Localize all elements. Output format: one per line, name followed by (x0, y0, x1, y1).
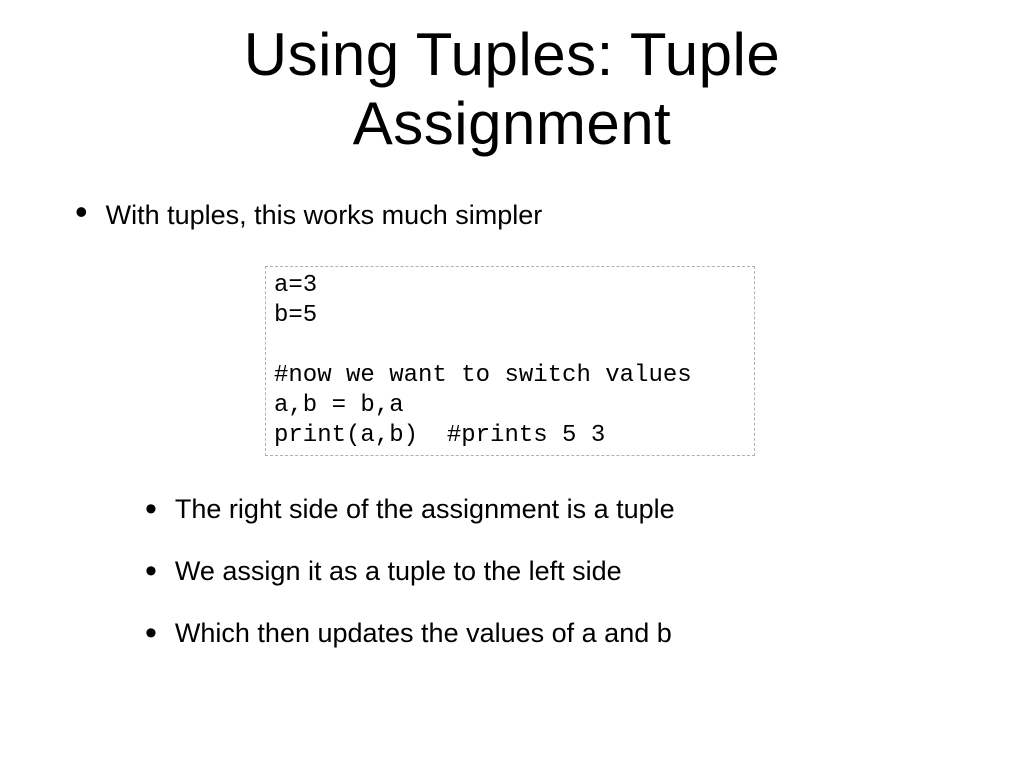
slide-title: Using Tuples: Tuple Assignment (0, 0, 1024, 158)
bullet-level1: • With tuples, this works much simpler (75, 198, 1024, 234)
title-line-2: Assignment (353, 90, 671, 157)
bullet-dot-icon: • (145, 616, 157, 650)
bullet-dot-icon: • (145, 492, 157, 526)
bullet-level2: • The right side of the assignment is a … (145, 494, 1024, 528)
sub-bullet-3: Which then updates the values of a and b (175, 618, 672, 649)
sub-bullet-1: The right side of the assignment is a tu… (175, 494, 675, 525)
bullet-level2: • We assign it as a tuple to the left si… (145, 556, 1024, 590)
code-block: a=3 b=5 #now we want to switch values a,… (265, 266, 755, 456)
sub-bullet-list: • The right side of the assignment is a … (145, 494, 1024, 652)
sub-bullet-2: We assign it as a tuple to the left side (175, 556, 622, 587)
bullet-dot-icon: • (75, 194, 88, 230)
slide: Using Tuples: Tuple Assignment • With tu… (0, 0, 1024, 768)
bullet-level2: • Which then updates the values of a and… (145, 618, 1024, 652)
title-line-1: Using Tuples: Tuple (244, 21, 780, 88)
bullet-main-text: With tuples, this works much simpler (106, 198, 543, 233)
bullet-dot-icon: • (145, 554, 157, 588)
